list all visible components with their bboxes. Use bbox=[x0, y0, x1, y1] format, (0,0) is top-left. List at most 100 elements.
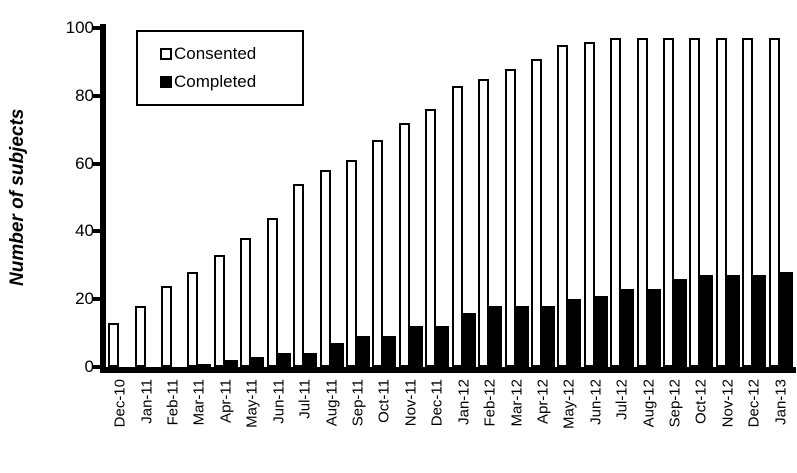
consented-bar bbox=[266, 218, 278, 367]
completed-bar bbox=[357, 336, 370, 367]
completed-bar bbox=[251, 357, 265, 367]
consented-bar bbox=[134, 306, 146, 367]
completed-swatch-icon bbox=[160, 76, 172, 88]
bar-group: Apr-11 bbox=[213, 28, 239, 423]
completed-bar bbox=[198, 364, 212, 367]
x-tick-label: May-12 bbox=[560, 379, 578, 430]
y-tick-label: 100 bbox=[65, 18, 94, 37]
y-tick-mark bbox=[93, 93, 101, 98]
x-tick-label: Jan-13 bbox=[772, 379, 790, 425]
completed-bar bbox=[224, 360, 238, 367]
consented-bar bbox=[240, 238, 252, 367]
x-tick-label: Oct-11 bbox=[375, 379, 393, 423]
legend-item-consented: Consented bbox=[160, 44, 302, 64]
completed-bar bbox=[779, 272, 793, 367]
completed-bar bbox=[462, 313, 476, 367]
consented-bar bbox=[187, 272, 199, 367]
consented-bar bbox=[478, 79, 490, 367]
consented-bar bbox=[451, 86, 463, 367]
bar-group: Jul-12 bbox=[609, 28, 635, 420]
completed-bar bbox=[515, 306, 529, 367]
y-axis-title: Number of subjects bbox=[7, 108, 28, 287]
consented-swatch-icon bbox=[160, 48, 172, 60]
consented-bar bbox=[398, 123, 410, 367]
y-tick-label: 60 bbox=[75, 153, 94, 173]
bar-group: May-12 bbox=[556, 28, 582, 429]
bar-group: Dec-11 bbox=[424, 28, 450, 426]
y-tick-label: 0 bbox=[84, 357, 94, 376]
consented-bar bbox=[583, 42, 595, 367]
consented-bar bbox=[742, 38, 754, 367]
x-tick-label: Oct-12 bbox=[692, 379, 710, 425]
x-tick-label: Dec-12 bbox=[745, 379, 763, 428]
completed-bar bbox=[409, 326, 423, 367]
x-tick-label: Sep-11 bbox=[349, 379, 367, 427]
bar-group: Sep-11 bbox=[345, 28, 371, 426]
completed-bar bbox=[594, 296, 608, 367]
bar-group: Mar-11 bbox=[186, 28, 212, 425]
x-tick-label: Sep-12 bbox=[666, 379, 684, 428]
x-tick-label: Aug-11 bbox=[323, 379, 341, 427]
bar-group: Oct-12 bbox=[688, 28, 714, 424]
x-tick-label: Jul-11 bbox=[296, 379, 314, 419]
bar-group: Apr-12 bbox=[530, 28, 556, 424]
completed-bar bbox=[383, 336, 397, 367]
x-tick-label: Aug-12 bbox=[640, 379, 658, 428]
bar-group: Nov-12 bbox=[715, 28, 741, 427]
completed-bar bbox=[674, 279, 688, 367]
x-tick-label: Nov-12 bbox=[719, 379, 737, 428]
consented-bar bbox=[161, 286, 173, 367]
y-tick-mark bbox=[93, 26, 101, 30]
bar-group: Aug-11 bbox=[318, 28, 344, 426]
x-tick-label: Nov-11 bbox=[402, 379, 420, 427]
x-tick-label: Mar-11 bbox=[190, 379, 208, 426]
bar-group: May-11 bbox=[239, 28, 265, 428]
consented-bar bbox=[689, 38, 701, 367]
bar-group: Dec-12 bbox=[741, 28, 767, 427]
x-tick-label: Jul-12 bbox=[613, 379, 631, 420]
completed-bar bbox=[541, 306, 555, 367]
consented-bar bbox=[108, 323, 120, 367]
y-tick-mark bbox=[93, 229, 101, 234]
bar-group: Feb-12 bbox=[477, 28, 503, 427]
x-tick-label: Dec-11 bbox=[428, 379, 446, 427]
completed-bar bbox=[436, 326, 450, 367]
y-tick-label: 20 bbox=[75, 289, 94, 309]
completed-bar bbox=[621, 289, 635, 367]
bar-group: Jan-13 bbox=[768, 28, 794, 425]
completed-bar bbox=[489, 306, 503, 367]
y-tick-mark bbox=[93, 365, 101, 369]
completed-bar bbox=[753, 275, 767, 367]
x-tick-label: Jan-12 bbox=[455, 379, 473, 425]
bar-group: Jul-11 bbox=[292, 28, 318, 419]
bar-group: Mar-12 bbox=[503, 28, 529, 427]
x-tick-label: Feb-11 bbox=[164, 379, 182, 426]
consented-bar bbox=[293, 184, 305, 367]
y-tick-mark bbox=[93, 161, 101, 166]
consented-bar bbox=[346, 160, 357, 367]
y-tick-mark bbox=[93, 297, 101, 302]
consented-bar bbox=[663, 38, 675, 367]
x-tick-label: Jan-11 bbox=[138, 379, 156, 424]
bar-group: Nov-11 bbox=[398, 28, 424, 426]
bar-group: Jan-12 bbox=[450, 28, 476, 425]
consented-bar bbox=[768, 38, 780, 367]
x-tick-label: Apr-11 bbox=[217, 379, 235, 423]
bar-group: Jun-12 bbox=[583, 28, 609, 425]
x-tick-label: Jun-12 bbox=[587, 379, 605, 425]
completed-bar bbox=[330, 343, 344, 367]
consented-bar bbox=[425, 109, 437, 367]
consented-bar bbox=[372, 140, 384, 367]
y-tick-label: 80 bbox=[75, 85, 94, 105]
x-tick-label: Apr-12 bbox=[534, 379, 552, 425]
legend-label: Consented bbox=[174, 44, 257, 63]
bar-group: Feb-11 bbox=[160, 28, 186, 425]
completed-bar bbox=[277, 353, 291, 367]
x-axis-line bbox=[100, 367, 796, 373]
consented-bar bbox=[213, 255, 225, 367]
completed-bar bbox=[647, 289, 661, 367]
completed-bar bbox=[568, 299, 582, 367]
x-tick-label: Feb-12 bbox=[481, 379, 499, 427]
completed-bar bbox=[700, 275, 714, 367]
